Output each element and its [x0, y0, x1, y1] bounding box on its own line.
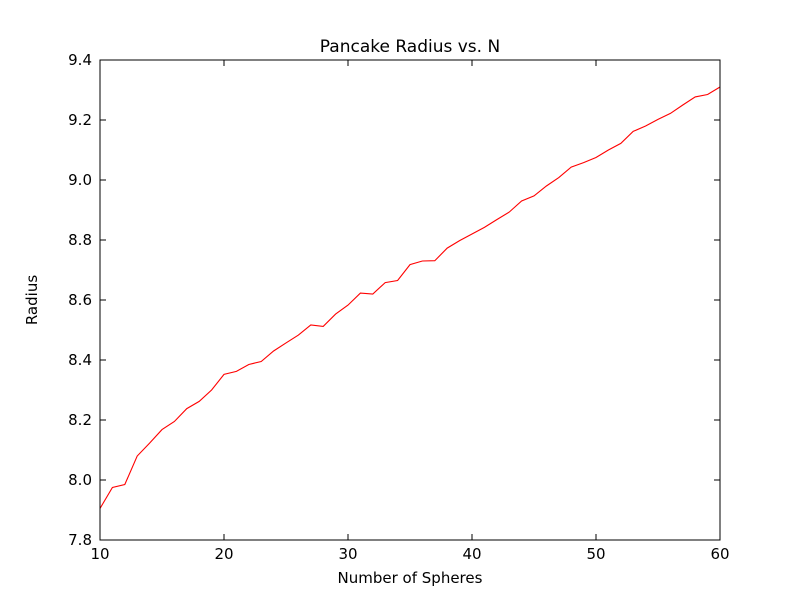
y-tick-label: 8.0 [68, 471, 92, 489]
y-tick-label: 8.6 [68, 291, 92, 309]
x-tick-label: 40 [462, 545, 481, 563]
x-tick-label: 50 [586, 545, 605, 563]
y-tick-label: 9.2 [68, 111, 92, 129]
y-tick-label: 8.4 [68, 351, 92, 369]
x-axis-label: Number of Spheres [338, 569, 483, 587]
x-tick-label: 10 [90, 545, 109, 563]
x-tick-label: 60 [710, 545, 729, 563]
x-tick-label: 30 [338, 545, 357, 563]
y-tick-label: 8.8 [68, 231, 92, 249]
y-tick-label: 8.2 [68, 411, 92, 429]
series-line-0 [99, 86, 721, 509]
y-axis-label: Radius [23, 275, 41, 325]
y-tick-label: 9.0 [68, 171, 92, 189]
plot-area [99, 86, 721, 509]
y-tick-label: 9.4 [68, 51, 92, 69]
y-tick-label: 7.8 [68, 531, 92, 549]
chart-title: Pancake Radius vs. N [320, 37, 500, 57]
x-tick-label: 20 [214, 545, 233, 563]
ticks: 10 20 30 40 50 60 7.8 8.0 8.2 8.4 8.6 8.8 9.0 9.2 9.4 [68, 51, 729, 563]
